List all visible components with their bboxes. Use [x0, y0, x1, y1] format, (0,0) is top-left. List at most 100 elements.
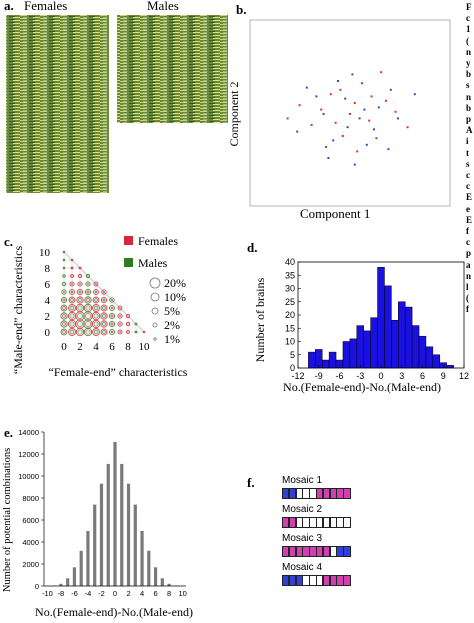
- chart-e-x-tick: 0: [113, 589, 117, 598]
- size-legend-label: 10%: [164, 290, 186, 304]
- side-text-char: E: [466, 214, 473, 225]
- mosaic-cell: [343, 517, 351, 528]
- scatter-point: [385, 99, 387, 102]
- bubble: [69, 281, 75, 287]
- bubble: [85, 281, 91, 287]
- bubble: [119, 331, 121, 333]
- side-text-char: 1: [466, 24, 471, 35]
- side-text-char: p: [466, 114, 472, 125]
- bubble: [103, 291, 105, 293]
- bubble: [110, 314, 114, 318]
- chart-d-y-tick: 0: [290, 363, 295, 373]
- heatmap-females: [6, 15, 109, 193]
- side-text-char: s: [466, 158, 470, 169]
- bubble: [70, 290, 74, 294]
- heatmap-males: [117, 15, 228, 123]
- scatter-point: [310, 124, 313, 126]
- bubble: [100, 304, 108, 312]
- chart-e-y-tick: 8000: [22, 494, 39, 503]
- scatter-point: [406, 126, 409, 129]
- bubble: [93, 289, 99, 295]
- bubble: [92, 296, 100, 304]
- size-legend-label: 2%: [164, 318, 180, 332]
- panel-a-label: a.: [4, 0, 14, 13]
- side-text-char: n: [466, 91, 472, 102]
- bubble: [100, 320, 108, 328]
- panel-d-label: d.: [247, 240, 258, 255]
- combination-bar: [147, 550, 151, 586]
- chart-c-x-tick: 8: [125, 341, 131, 353]
- bubble: [86, 290, 90, 294]
- bubble: [68, 304, 76, 312]
- combination-bar: [93, 504, 97, 586]
- bubble: [93, 321, 99, 327]
- combination-bar: [72, 567, 77, 586]
- histogram-bar: [432, 354, 441, 369]
- bubble: [62, 298, 66, 302]
- scatter-point: [365, 143, 368, 146]
- side-text-char: E: [466, 192, 473, 203]
- combination-bar: [167, 583, 171, 586]
- legend-males: Males: [138, 256, 168, 270]
- bubble: [70, 298, 74, 302]
- bubble: [86, 298, 90, 302]
- bubble: [85, 321, 91, 327]
- chart-e-x-tick: -4: [85, 589, 92, 598]
- combination-bar: [133, 504, 137, 586]
- size-legend-label: 5%: [164, 304, 180, 318]
- side-text-char: l: [466, 282, 469, 293]
- scatter-point: [353, 102, 356, 104]
- combination-bar: [140, 531, 144, 586]
- side-text-char: c: [466, 181, 470, 192]
- bubble: [75, 319, 85, 329]
- bubble: [77, 321, 83, 327]
- scatter-point: [387, 148, 390, 151]
- bubble: [69, 289, 75, 295]
- side-text-char: y: [466, 58, 471, 69]
- combination-bar: [86, 531, 90, 586]
- scatter-point: [368, 119, 371, 122]
- chart-d-xlabel: No.(Female-end)-No.(Male-end): [283, 380, 441, 394]
- histogram-bar: [363, 330, 371, 369]
- side-text-char: s: [466, 80, 470, 91]
- chart-d-y-tick: 10: [285, 337, 295, 347]
- bubble: [61, 281, 67, 287]
- chart-d-y-tick: 35: [285, 270, 295, 280]
- chart-d-x-tick: -9: [315, 371, 323, 381]
- scatter-point: [389, 88, 392, 91]
- bubble: [100, 296, 108, 304]
- chart-d-y-tick: 40: [285, 258, 295, 267]
- scatter-point: [353, 163, 356, 166]
- scatter-point: [305, 86, 308, 89]
- bubble: [83, 303, 93, 313]
- chart-b-xlabel: Component 1: [300, 206, 371, 221]
- mosaic-strip: [282, 575, 392, 586]
- combination-bar: [113, 441, 117, 586]
- chart-c-y-tick: 4: [45, 295, 51, 307]
- panel-b-label: b.: [236, 2, 247, 17]
- chart-e-xlabel: No.(Female-end)-No.(Male-end): [35, 605, 193, 619]
- chart-d-x-tick: -3: [356, 371, 364, 381]
- histogram-bar: [418, 335, 427, 369]
- scatter-point: [315, 95, 318, 98]
- histogram-bar: [349, 338, 358, 369]
- bubble: [78, 290, 82, 294]
- bubble: [86, 274, 90, 278]
- scatter-point: [320, 108, 323, 111]
- bubble: [62, 322, 66, 326]
- bubble: [76, 288, 84, 296]
- histogram-bar: [342, 341, 351, 369]
- chart-d-x-tick: 12: [459, 371, 469, 381]
- chart-e-ylabel: Number of potential combinations: [2, 448, 13, 592]
- histogram-bar: [356, 325, 364, 369]
- chart-d-y-tick: 5: [290, 350, 295, 360]
- bubble: [109, 305, 115, 311]
- histogram-bar: [411, 325, 420, 369]
- chart-e-x-tick: -6: [71, 589, 78, 598]
- chart-d-x-tick: 9: [441, 371, 446, 381]
- side-text-char: a: [466, 259, 471, 270]
- bubble: [85, 305, 91, 311]
- bubble: [71, 283, 73, 285]
- combination-bar: [106, 463, 110, 586]
- bubble: [93, 329, 99, 335]
